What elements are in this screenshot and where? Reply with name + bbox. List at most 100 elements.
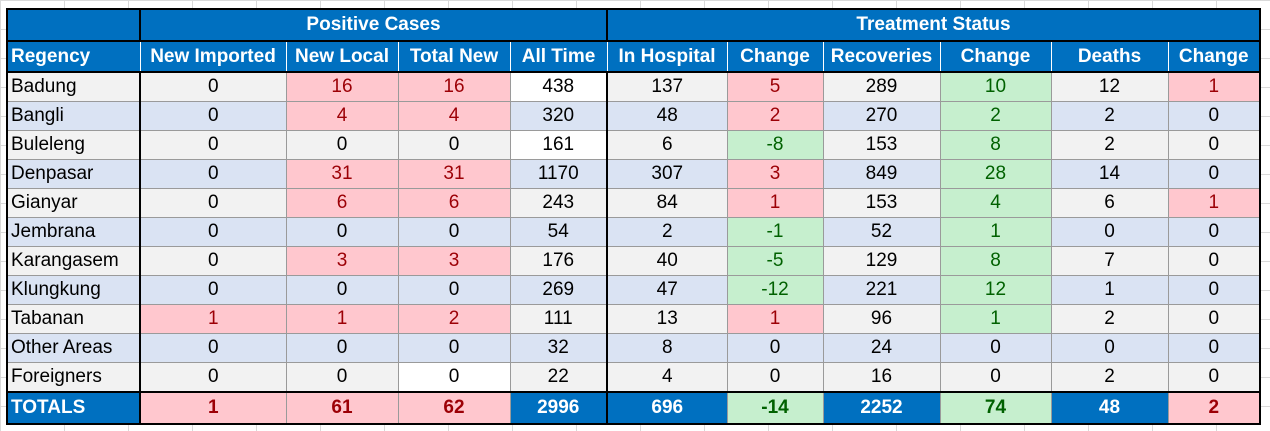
- cell-new-imported: 0: [139, 246, 287, 276]
- column-header-in-hospital: In Hospital: [606, 40, 728, 73]
- group-header-treatment-status: Treatment Status: [606, 8, 1261, 42]
- cell-deaths: 1: [1050, 275, 1169, 305]
- cell-deaths: 14: [1050, 159, 1169, 189]
- cell-new-imported: 0: [139, 159, 287, 189]
- cell-total-new: 6: [397, 188, 511, 218]
- total-recoveries-change: 74: [939, 391, 1052, 425]
- cell-new-imported: 0: [139, 217, 287, 247]
- cell-deaths-change: 0: [1167, 101, 1261, 131]
- cell-recoveries-change: 8: [939, 130, 1052, 160]
- column-header-total-new: Total New: [397, 40, 511, 73]
- cell-all-time: 176: [509, 246, 608, 276]
- cell-hospital-change: -12: [726, 275, 824, 305]
- cell-regency: Jembrana: [6, 217, 141, 247]
- column-header-row: Regency New Imported New Local Total New All…: [6, 40, 1261, 73]
- cell-all-time: 111: [509, 304, 608, 334]
- table-row: Badung 0 16 16 438 137 5 289 10 12 1: [6, 71, 1261, 102]
- cell-new-local: 4: [285, 101, 399, 131]
- column-header-deaths-change: Change: [1167, 40, 1261, 73]
- cell-all-time: 269: [509, 275, 608, 305]
- cell-total-new: 31: [397, 159, 511, 189]
- cell-new-imported: 0: [139, 101, 287, 131]
- column-header-new-local: New Local: [285, 40, 399, 73]
- cell-in-hospital: 2: [606, 217, 728, 247]
- cell-deaths-change: 0: [1167, 333, 1261, 363]
- cell-hospital-change: 1: [726, 304, 824, 334]
- cell-total-new: 16: [397, 71, 511, 102]
- cell-regency: Other Areas: [6, 333, 141, 363]
- cell-new-imported: 1: [139, 304, 287, 334]
- cell-new-local: 6: [285, 188, 399, 218]
- column-header-regency: Regency: [6, 40, 141, 73]
- cell-in-hospital: 6: [606, 130, 728, 160]
- cell-new-imported: 0: [139, 71, 287, 102]
- cell-all-time: 161: [509, 130, 608, 160]
- cell-recoveries: 270: [822, 101, 941, 131]
- group-header-positive-cases: Positive Cases: [139, 8, 608, 42]
- cell-in-hospital: 48: [606, 101, 728, 131]
- cell-all-time: 32: [509, 333, 608, 363]
- table-row: Denpasar 0 31 31 1170 307 3 849 28 14 0: [6, 159, 1261, 189]
- cell-recoveries-change: 2: [939, 101, 1052, 131]
- cell-in-hospital: 8: [606, 333, 728, 363]
- cell-all-time: 320: [509, 101, 608, 131]
- total-total-new: 62: [397, 391, 511, 425]
- cell-deaths: 2: [1050, 362, 1169, 393]
- cell-regency: Bangli: [6, 101, 141, 131]
- cell-new-local: 31: [285, 159, 399, 189]
- cell-deaths: 12: [1050, 71, 1169, 102]
- cell-hospital-change: 1: [726, 188, 824, 218]
- table-row: Gianyar 0 6 6 243 84 1 153 4 6 1: [6, 188, 1261, 218]
- cell-recoveries-change: 10: [939, 71, 1052, 102]
- total-deaths-change: 2: [1167, 391, 1261, 425]
- cell-recoveries-change: 8: [939, 246, 1052, 276]
- column-header-recoveries: Recoveries: [822, 40, 941, 73]
- cell-deaths-change: 0: [1167, 130, 1261, 160]
- cell-deaths-change: 1: [1167, 188, 1261, 218]
- total-regency: TOTALS: [6, 391, 141, 425]
- cell-in-hospital: 84: [606, 188, 728, 218]
- table-row: Foreigners 0 0 0 22 4 0 16 0 2 0: [6, 362, 1261, 393]
- cell-in-hospital: 137: [606, 71, 728, 102]
- cell-hospital-change: -1: [726, 217, 824, 247]
- cell-hospital-change: 0: [726, 362, 824, 393]
- total-new-local: 61: [285, 391, 399, 425]
- cell-total-new: 0: [397, 217, 511, 247]
- cell-hospital-change: 2: [726, 101, 824, 131]
- cell-regency: Denpasar: [6, 159, 141, 189]
- cell-regency: Klungkung: [6, 275, 141, 305]
- cell-all-time: 22: [509, 362, 608, 393]
- column-header-recoveries-change: Change: [939, 40, 1052, 73]
- cell-deaths: 7: [1050, 246, 1169, 276]
- cell-hospital-change: 3: [726, 159, 824, 189]
- cell-recoveries: 24: [822, 333, 941, 363]
- cell-in-hospital: 307: [606, 159, 728, 189]
- cell-new-local: 0: [285, 130, 399, 160]
- cell-total-new: 0: [397, 333, 511, 363]
- cell-hospital-change: 0: [726, 333, 824, 363]
- table-body: Badung 0 16 16 438 137 5 289 10 12 1 Bangli 0 4 4 320 48…: [6, 71, 1261, 425]
- cell-in-hospital: 40: [606, 246, 728, 276]
- cell-deaths: 2: [1050, 130, 1169, 160]
- column-header-hospital-change: Change: [726, 40, 824, 73]
- cell-recoveries: 221: [822, 275, 941, 305]
- group-header-blank: [6, 8, 141, 42]
- cell-recoveries: 129: [822, 246, 941, 276]
- total-hospital-change: -14: [726, 391, 824, 425]
- cell-total-new: 0: [397, 130, 511, 160]
- cell-recoveries: 153: [822, 188, 941, 218]
- cell-deaths-change: 0: [1167, 304, 1261, 334]
- group-header-row: Positive Cases Treatment Status: [6, 8, 1261, 42]
- column-header-all-time: All Time: [509, 40, 608, 73]
- column-header-deaths: Deaths: [1050, 40, 1169, 73]
- cell-recoveries: 153: [822, 130, 941, 160]
- cell-deaths-change: 0: [1167, 362, 1261, 393]
- cell-new-local: 0: [285, 333, 399, 363]
- cell-new-local: 1: [285, 304, 399, 334]
- table-row: Buleleng 0 0 0 161 6 -8 153 8 2 0: [6, 130, 1261, 160]
- total-new-imported: 1: [139, 391, 287, 425]
- table-row: Bangli 0 4 4 320 48 2 270 2 2 0: [6, 101, 1261, 131]
- cell-deaths-change: 0: [1167, 217, 1261, 247]
- cell-recoveries: 289: [822, 71, 941, 102]
- cell-recoveries-change: 1: [939, 304, 1052, 334]
